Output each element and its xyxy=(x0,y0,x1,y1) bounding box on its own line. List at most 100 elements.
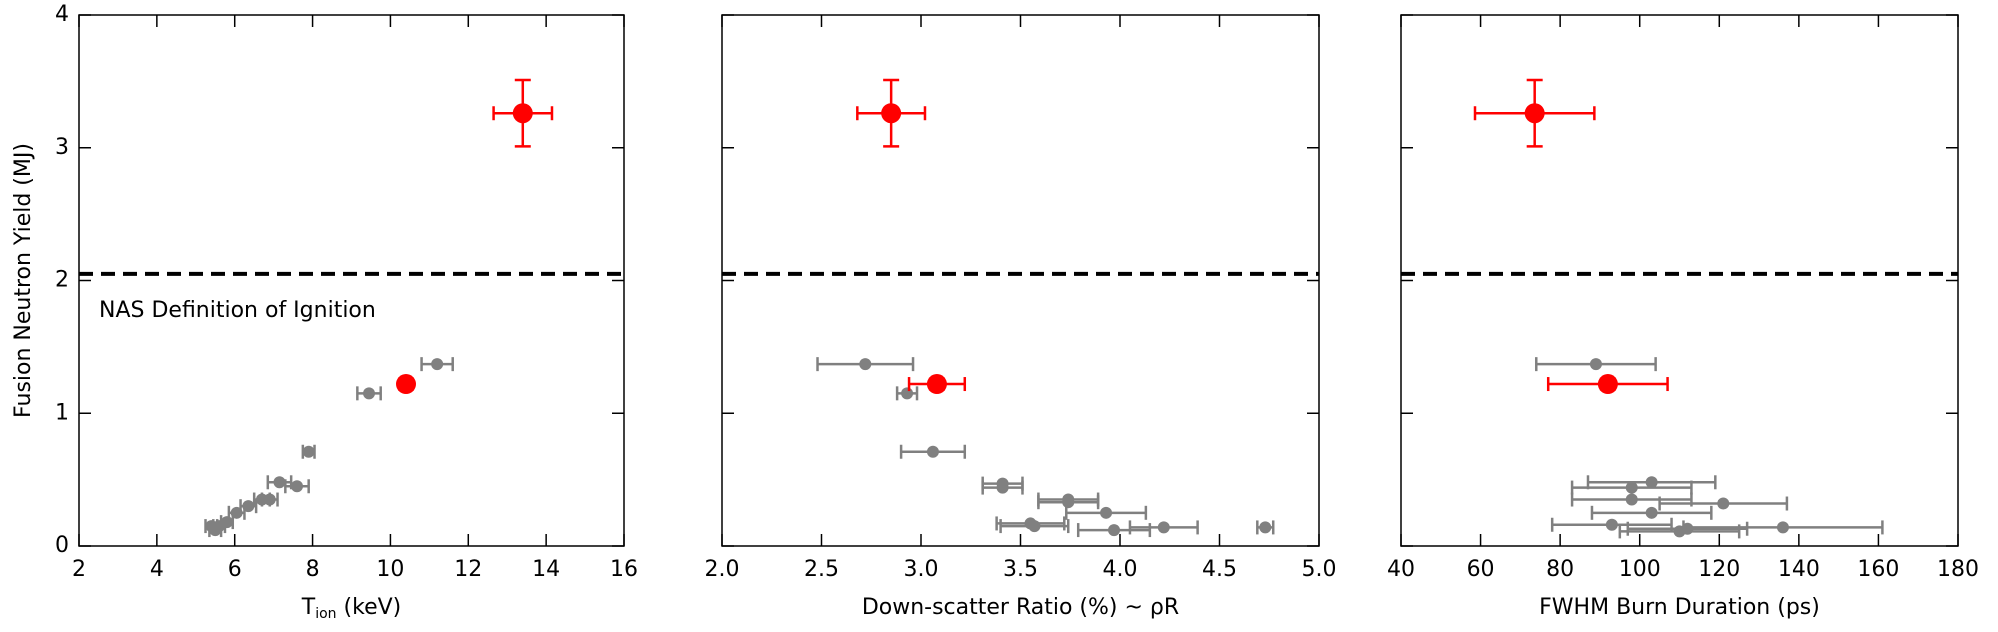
data-point xyxy=(1128,520,1199,535)
x-tick-label: 4.0 xyxy=(1103,557,1138,582)
x-tick-label: 4.5 xyxy=(1202,557,1237,582)
marker xyxy=(1645,506,1658,519)
x-tick-label: 100 xyxy=(1619,557,1661,582)
marker xyxy=(1028,520,1041,533)
data-point xyxy=(252,492,271,507)
data-point xyxy=(1590,505,1713,520)
data-point xyxy=(1065,505,1148,520)
data-point xyxy=(907,374,967,395)
x-tick-label: 12 xyxy=(454,557,482,582)
x-tick-label: 4 xyxy=(150,557,164,582)
data-point xyxy=(1256,520,1275,535)
marker xyxy=(209,524,222,537)
marker xyxy=(859,358,872,371)
x-axis-label: Tion (keV) xyxy=(301,595,401,622)
x-tick-label: 140 xyxy=(1778,557,1820,582)
x-tick-label: 3.0 xyxy=(904,557,939,582)
marker xyxy=(1673,525,1686,538)
x-tick-label: 2.5 xyxy=(804,557,839,582)
data-point xyxy=(999,519,1070,534)
x-tick-label: 180 xyxy=(1937,557,1979,582)
marker xyxy=(1645,476,1658,489)
marker xyxy=(1605,518,1618,531)
y-tick-label: 1 xyxy=(55,400,69,425)
data-point xyxy=(1550,517,1673,532)
y-tick-label: 2 xyxy=(55,268,69,293)
x-tick-label: 60 xyxy=(1467,557,1495,582)
marker xyxy=(1625,481,1638,494)
data-point xyxy=(1658,496,1789,511)
marker xyxy=(1597,374,1618,395)
marker xyxy=(512,103,533,124)
data-point xyxy=(1570,480,1693,495)
marker xyxy=(431,358,444,371)
data-point xyxy=(301,444,316,459)
marker xyxy=(1625,493,1638,506)
x-axis-label-main: T xyxy=(301,595,316,620)
x-tick-label: 14 xyxy=(532,557,560,582)
data-point xyxy=(899,444,967,459)
plot-frame xyxy=(721,14,1320,547)
x-tick-label: 5.0 xyxy=(1302,557,1337,582)
marker xyxy=(1776,521,1789,534)
marker xyxy=(255,493,268,506)
marker xyxy=(1589,358,1602,371)
data-point xyxy=(1618,524,1741,539)
data-point xyxy=(492,78,554,148)
marker xyxy=(396,374,416,395)
marker xyxy=(363,387,376,400)
y-tick-label: 4 xyxy=(55,2,69,27)
x-tick-label: 8 xyxy=(306,557,320,582)
marker xyxy=(302,445,315,458)
y-tick-label: 0 xyxy=(55,533,69,558)
marker xyxy=(273,476,286,489)
x-tick-label: 160 xyxy=(1857,557,1899,582)
x-tick-label: 2.0 xyxy=(705,557,740,582)
x-axis-label: Down-scatter Ratio (%) ~ ρR xyxy=(862,595,1179,620)
marker xyxy=(1524,103,1545,124)
x-axis-label: FWHM Burn Duration (ps) xyxy=(1539,595,1820,620)
x-tick-label: 10 xyxy=(376,557,404,582)
data-point xyxy=(208,523,223,538)
x-axis-label-rest: (keV) xyxy=(337,595,402,620)
marker xyxy=(1108,524,1121,537)
x-tick-label: 80 xyxy=(1546,557,1574,582)
data-point xyxy=(396,374,416,395)
x-tick-label: 16 xyxy=(610,557,638,582)
data-point xyxy=(981,480,1024,495)
data-point xyxy=(266,475,293,490)
data-point xyxy=(284,479,310,494)
x-tick-label: 3.5 xyxy=(1003,557,1038,582)
marker xyxy=(1259,521,1272,534)
data-point xyxy=(1473,78,1596,148)
data-point xyxy=(856,78,927,148)
annotation: NAS Definition of Ignition xyxy=(99,298,376,323)
data-point xyxy=(1535,357,1657,372)
data-point xyxy=(420,357,454,372)
marker xyxy=(1717,497,1730,510)
x-tick-label: 6 xyxy=(228,557,242,582)
marker xyxy=(996,481,1009,494)
data-point xyxy=(1037,495,1100,510)
data-point xyxy=(1586,475,1717,490)
marker xyxy=(881,103,902,124)
data-point xyxy=(356,386,382,401)
marker xyxy=(926,445,939,458)
y-tick-label: 3 xyxy=(55,135,69,160)
x-tick-label: 2 xyxy=(72,557,86,582)
data-point xyxy=(1546,374,1669,395)
data-point xyxy=(816,357,915,372)
x-tick-label: 120 xyxy=(1698,557,1740,582)
marker xyxy=(901,387,914,400)
marker xyxy=(926,374,947,395)
plot-frame xyxy=(78,14,625,547)
marker xyxy=(1100,506,1113,519)
plot-frame xyxy=(1400,14,1959,547)
data-point xyxy=(1076,523,1152,538)
marker xyxy=(291,480,303,493)
x-tick-label: 40 xyxy=(1387,557,1415,582)
x-axis-label-sub: ion xyxy=(315,606,336,622)
data-point xyxy=(895,386,919,401)
